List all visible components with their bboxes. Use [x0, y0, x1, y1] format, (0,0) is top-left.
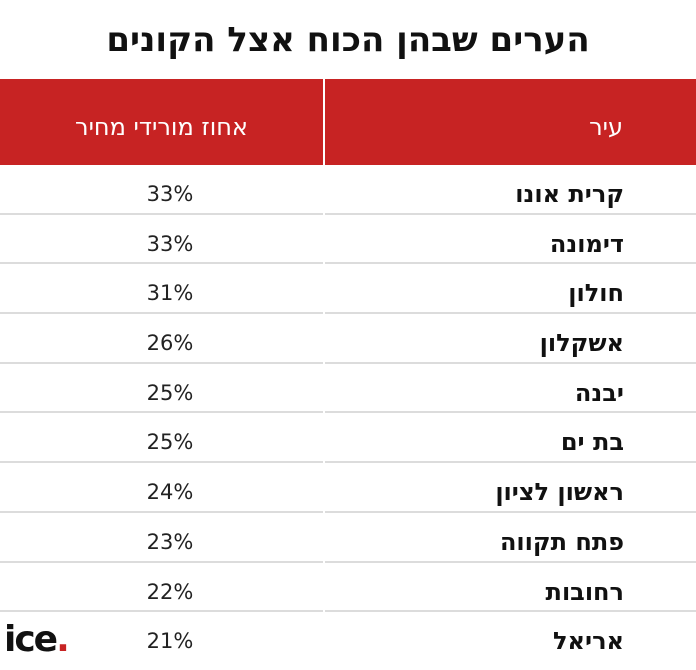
cell-city: אריאל	[553, 627, 624, 656]
table-row: אשקלון 26%	[0, 314, 696, 364]
cell-percent: 25%	[146, 430, 194, 455]
cell-city: פתח תקווה	[499, 527, 624, 556]
column-header-city: עיר	[589, 113, 623, 141]
table-row: קרית אונו 33%	[0, 165, 696, 215]
cell-percent: 26%	[146, 331, 194, 356]
table-row: דימונה 33%	[0, 215, 696, 265]
column-header-percent: אחוז מורידי מחיר	[75, 113, 248, 141]
cell-percent: 21%	[146, 629, 194, 654]
cell-city: ראשון לציון	[495, 478, 624, 507]
row-divider-gap	[323, 560, 325, 563]
cell-city: קרית אונו	[515, 180, 624, 208]
table-row: רחובות 22%	[0, 563, 696, 613]
cell-percent: 33%	[146, 231, 194, 256]
cell-percent: 33%	[146, 182, 194, 206]
cell-city: רחובות	[545, 577, 624, 606]
row-divider-gap	[323, 610, 325, 613]
logo-dot: .	[56, 619, 70, 660]
table-row: יבנה 25%	[0, 364, 696, 414]
cell-percent: 31%	[146, 281, 194, 306]
logo-text: ice	[4, 619, 58, 660]
cell-city: יבנה	[574, 378, 624, 407]
row-divider-gap	[323, 212, 325, 215]
cell-percent: 23%	[146, 529, 194, 554]
table-row: פתח תקווה 23%	[0, 513, 696, 563]
row-divider-gap	[323, 510, 325, 513]
table-row: ראשון לציון 24%	[0, 463, 696, 513]
row-divider-gap	[323, 262, 325, 265]
row-divider-gap	[323, 461, 325, 464]
row-divider-gap	[323, 661, 325, 664]
ice-logo: ice.	[4, 618, 70, 662]
table-row: בת ים 25%	[0, 413, 696, 464]
cell-city: בת ים	[560, 428, 624, 457]
table-header: עיר אחוז מורידי מחיר	[0, 79, 696, 165]
row-divider-gap	[323, 312, 325, 315]
header-divider	[323, 79, 325, 165]
row-divider-gap	[323, 361, 325, 364]
cell-city: אשקלון	[539, 329, 624, 358]
cell-percent: 24%	[146, 480, 194, 505]
cell-city: דימונה	[549, 229, 624, 258]
row-divider-gap	[323, 411, 325, 414]
cell-percent: 22%	[146, 579, 194, 604]
table-row: חולון 31%	[0, 264, 696, 315]
cell-percent: 25%	[146, 380, 194, 405]
chart-title: הערים שבהן הכוח אצל הקונים	[106, 20, 590, 60]
table-row: אריאל 21%	[0, 612, 696, 664]
cell-city: חולון	[568, 279, 624, 308]
table-body: קרית אונו 33% דימונה 33% חולון 31% אשקלון 26% יב…	[0, 165, 696, 664]
data-table: עיר אחוז מורידי מחיר קרית אונו 33% דימונה 3…	[0, 79, 696, 664]
